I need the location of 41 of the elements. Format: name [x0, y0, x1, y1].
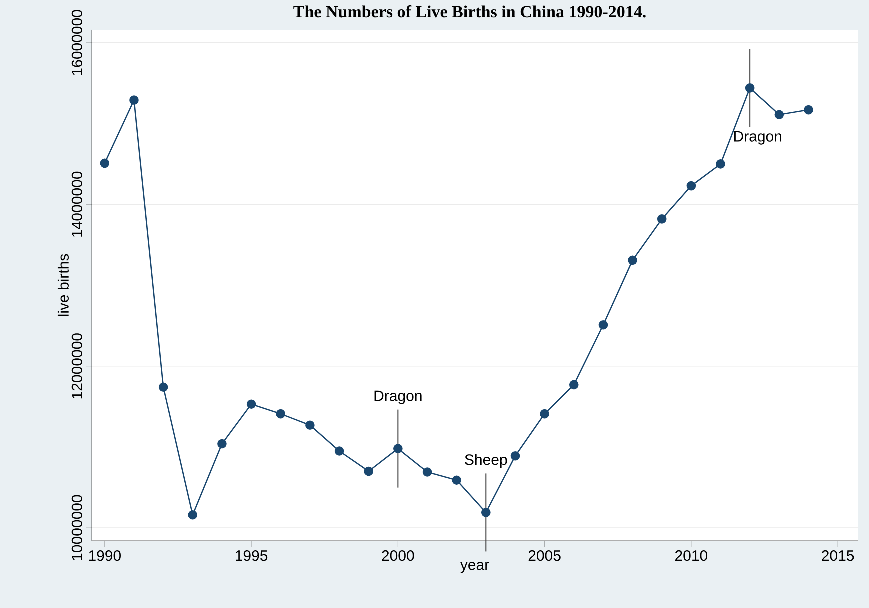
point	[130, 96, 139, 105]
point	[276, 409, 286, 419]
annotation: Sheep	[465, 454, 508, 468]
x-tick-label: 2010	[676, 550, 708, 562]
point	[246, 400, 256, 410]
point	[188, 510, 198, 520]
point	[598, 320, 608, 330]
point	[422, 468, 432, 477]
point	[657, 214, 667, 224]
point	[540, 409, 550, 419]
point	[510, 451, 520, 461]
point	[569, 380, 579, 390]
y-tick-label: 16000000	[72, 10, 82, 76]
point	[774, 110, 784, 120]
point	[218, 439, 227, 449]
point	[745, 84, 755, 93]
x-tick-label: 1990	[89, 550, 121, 562]
point	[482, 508, 491, 518]
point	[804, 105, 814, 115]
point	[394, 444, 403, 454]
x-tick-label: 2000	[382, 550, 414, 562]
y-tick-label: 12000000	[72, 334, 82, 399]
point	[628, 256, 638, 266]
annotation: Dragon	[374, 390, 422, 404]
x-tick-label: 2005	[528, 550, 561, 562]
point	[158, 382, 168, 392]
point	[716, 160, 726, 169]
point	[686, 181, 696, 191]
y-tick-label: 10000000	[72, 495, 82, 560]
point	[452, 476, 462, 486]
x-axis-title: year	[460, 562, 490, 574]
x-tick-label: 1995	[236, 550, 268, 562]
point	[334, 446, 344, 456]
y-tick-label: 14000000	[72, 172, 82, 237]
y-axis-title: live births	[58, 254, 69, 316]
x-tick-label: 2015	[822, 550, 854, 562]
point	[100, 158, 110, 168]
point	[364, 466, 374, 476]
chart-title: The Numbers of Live Births in China 1990-2014.	[294, 6, 646, 18]
point	[306, 420, 315, 430]
annotation: Dragon	[734, 131, 782, 145]
